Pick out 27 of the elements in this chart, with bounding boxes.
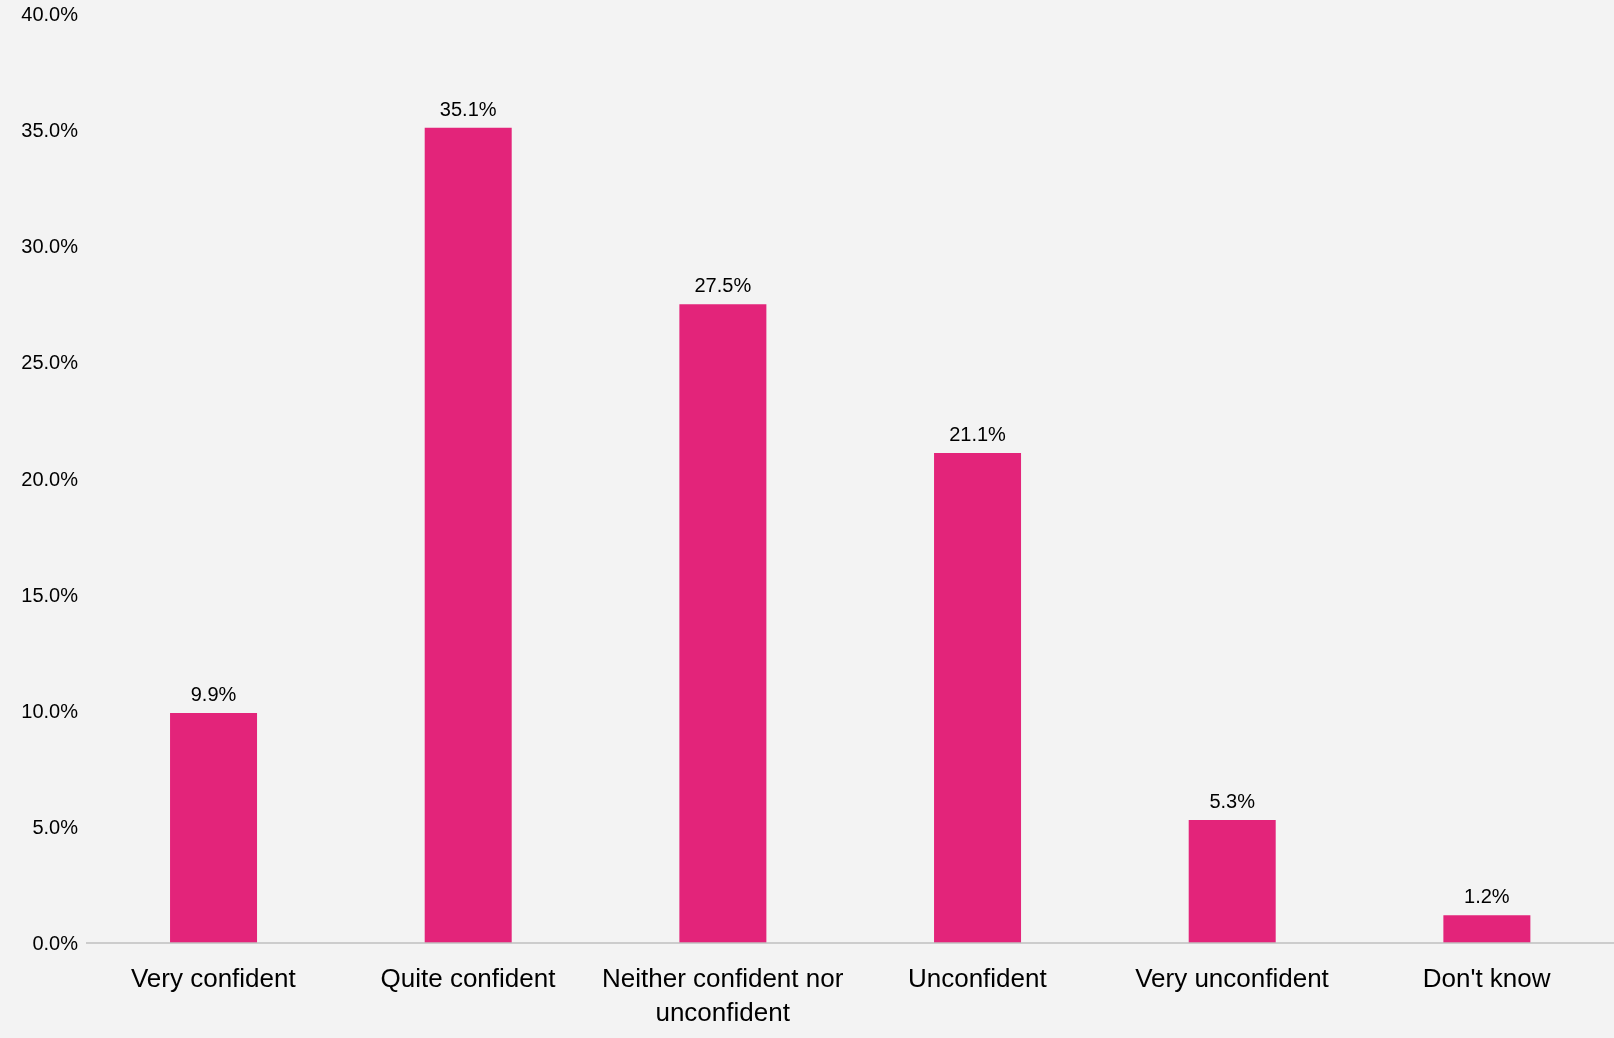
y-tick-label: 15.0% — [21, 583, 79, 606]
data-label: 35.1% — [439, 97, 497, 120]
bar — [170, 713, 258, 943]
y-tick-label: 25.0% — [21, 351, 79, 374]
x-tick-label: Unconfident — [907, 963, 1048, 993]
data-label: 1.2% — [1464, 885, 1510, 908]
y-tick-label: 5.0% — [32, 815, 79, 838]
data-label: 5.3% — [1209, 789, 1256, 812]
y-tick-label: 40.0% — [21, 3, 79, 26]
x-tick-label: Quite confident — [380, 963, 557, 993]
bar — [424, 127, 512, 943]
bar — [1443, 915, 1531, 943]
y-tick-label: 30.0% — [21, 235, 79, 258]
x-tick-label: Neither confident nor unconfident — [601, 963, 844, 1027]
y-tick-label: 20.0% — [21, 467, 79, 490]
bar — [1188, 819, 1276, 943]
x-tick-label: Very unconfident — [1135, 963, 1330, 993]
bar — [934, 452, 1022, 943]
data-label: 27.5% — [694, 274, 752, 297]
x-tick-label: Don't know — [1422, 963, 1551, 993]
y-tick-label: 10.0% — [21, 699, 79, 722]
y-tick-label: 0.0% — [32, 932, 79, 955]
x-tick-label: Very confident — [130, 963, 297, 993]
bar — [679, 304, 767, 943]
y-tick-label: 35.0% — [21, 119, 79, 142]
data-label: 9.9% — [190, 683, 237, 706]
data-label: 21.1% — [949, 422, 1007, 445]
